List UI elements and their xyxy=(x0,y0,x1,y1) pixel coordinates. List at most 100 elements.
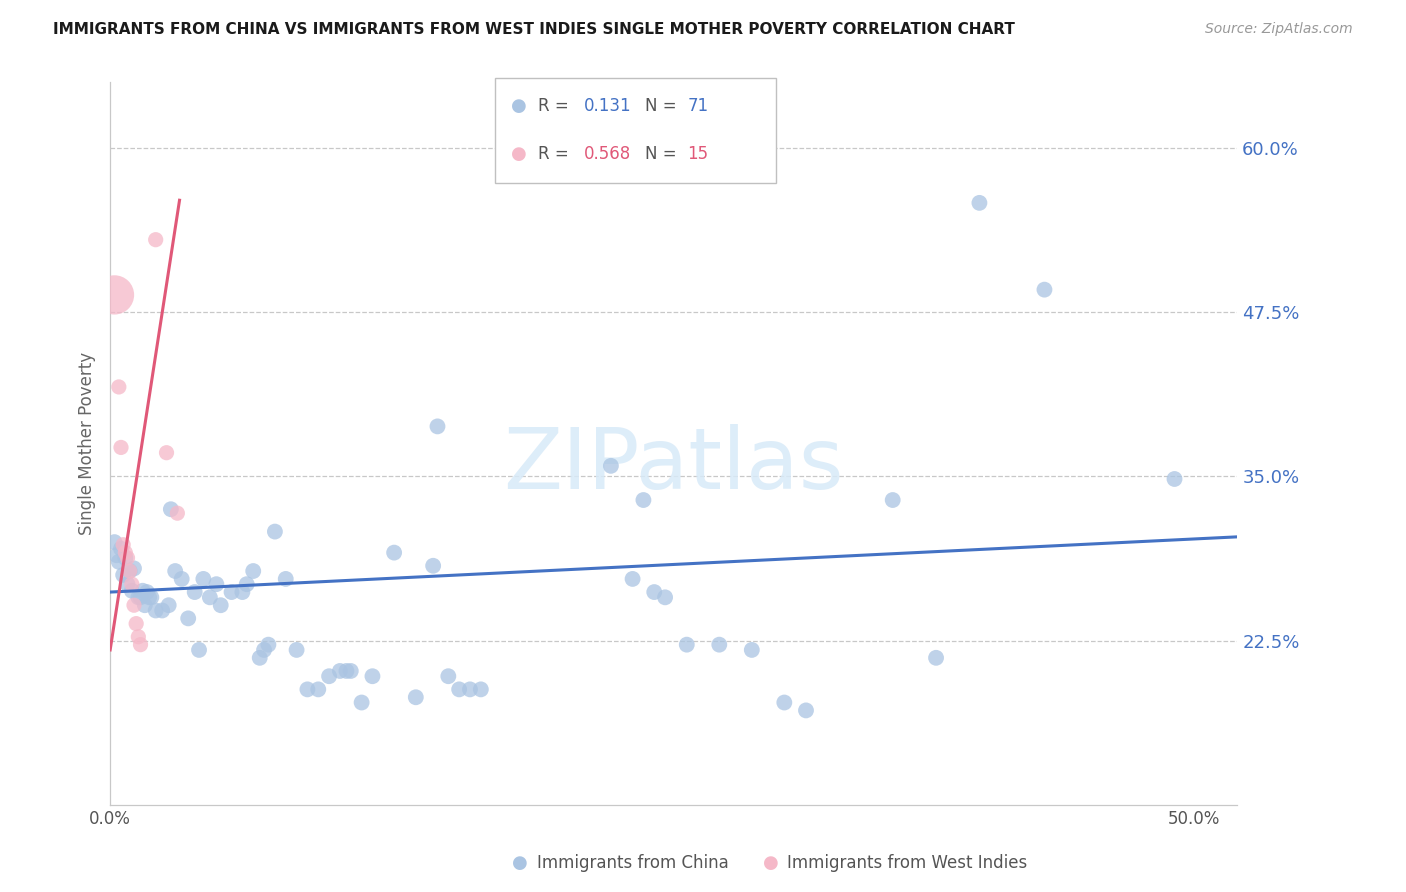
Text: ZIPatlas: ZIPatlas xyxy=(503,424,844,507)
Point xyxy=(231,585,253,599)
Point xyxy=(794,703,817,717)
Point xyxy=(145,233,167,247)
Point xyxy=(150,603,173,617)
Text: R =: R = xyxy=(538,145,575,163)
Point xyxy=(118,564,141,578)
Point xyxy=(112,568,135,582)
Point xyxy=(117,577,139,591)
Point xyxy=(134,598,156,612)
Point xyxy=(405,690,427,705)
Point xyxy=(257,638,280,652)
Point xyxy=(633,493,655,508)
Text: 0.131: 0.131 xyxy=(583,97,631,115)
Point xyxy=(1033,283,1056,297)
Point xyxy=(361,669,384,683)
Point xyxy=(129,591,152,605)
Point xyxy=(188,643,211,657)
Text: ●: ● xyxy=(510,97,527,115)
Point xyxy=(112,538,135,552)
Point xyxy=(741,643,763,657)
Text: Source: ZipAtlas.com: Source: ZipAtlas.com xyxy=(1205,22,1353,37)
Text: 71: 71 xyxy=(688,97,709,115)
Text: ●: ● xyxy=(512,855,529,872)
Point xyxy=(108,555,131,569)
Point xyxy=(110,541,132,556)
Y-axis label: Single Mother Poverty: Single Mother Poverty xyxy=(79,352,96,535)
Text: 0.568: 0.568 xyxy=(583,145,631,163)
Point xyxy=(121,577,143,591)
Text: Immigrants from West Indies: Immigrants from West Indies xyxy=(787,855,1028,872)
Point xyxy=(122,561,145,575)
Point xyxy=(422,558,444,573)
Point xyxy=(235,577,257,591)
Point xyxy=(114,546,136,560)
Text: Immigrants from China: Immigrants from China xyxy=(537,855,728,872)
Point xyxy=(177,611,200,625)
Point xyxy=(114,550,136,565)
Point xyxy=(157,598,180,612)
Point xyxy=(350,696,373,710)
Point xyxy=(198,591,221,605)
Text: N =: N = xyxy=(645,145,682,163)
Point xyxy=(129,638,152,652)
Point xyxy=(145,603,167,617)
Point xyxy=(170,572,193,586)
Point xyxy=(117,550,139,565)
Point xyxy=(426,419,449,434)
Point xyxy=(121,583,143,598)
Point xyxy=(127,591,149,605)
Point xyxy=(131,583,153,598)
Point xyxy=(165,564,187,578)
Point xyxy=(249,650,271,665)
Point xyxy=(329,664,352,678)
Point xyxy=(141,591,163,605)
Point xyxy=(470,682,492,697)
Point xyxy=(925,650,948,665)
Point xyxy=(125,616,148,631)
Point xyxy=(969,195,991,210)
Point xyxy=(264,524,287,539)
Text: ●: ● xyxy=(510,145,527,163)
Text: ●: ● xyxy=(762,855,779,872)
Point xyxy=(458,682,481,697)
Point xyxy=(110,441,132,455)
Point xyxy=(335,664,357,678)
Point xyxy=(127,630,149,644)
Point xyxy=(253,643,276,657)
Point xyxy=(675,638,697,652)
Text: N =: N = xyxy=(645,97,682,115)
Point xyxy=(166,506,188,520)
Point xyxy=(205,577,228,591)
Point xyxy=(643,585,665,599)
Point xyxy=(882,493,904,508)
Point xyxy=(118,564,141,578)
Point xyxy=(285,643,308,657)
Point xyxy=(103,535,125,549)
Point xyxy=(318,669,340,683)
Text: IMMIGRANTS FROM CHINA VS IMMIGRANTS FROM WEST INDIES SINGLE MOTHER POVERTY CORRE: IMMIGRANTS FROM CHINA VS IMMIGRANTS FROM… xyxy=(53,22,1015,37)
Point xyxy=(773,696,796,710)
Point xyxy=(105,548,128,562)
Point xyxy=(709,638,731,652)
Point xyxy=(382,546,405,560)
Point xyxy=(437,669,460,683)
Point xyxy=(242,564,264,578)
Point xyxy=(339,664,361,678)
Point xyxy=(621,572,644,586)
Point xyxy=(160,502,183,516)
Point xyxy=(209,598,232,612)
Point xyxy=(297,682,319,697)
Point xyxy=(307,682,329,697)
Point xyxy=(183,585,205,599)
Point xyxy=(103,288,125,302)
Point xyxy=(449,682,471,697)
Point xyxy=(155,446,177,460)
Point xyxy=(138,591,160,605)
Point xyxy=(1163,472,1185,486)
Point xyxy=(221,585,243,599)
Text: 15: 15 xyxy=(688,145,709,163)
Text: R =: R = xyxy=(538,97,575,115)
Point xyxy=(122,598,145,612)
Point xyxy=(599,458,621,473)
Point xyxy=(108,380,131,394)
